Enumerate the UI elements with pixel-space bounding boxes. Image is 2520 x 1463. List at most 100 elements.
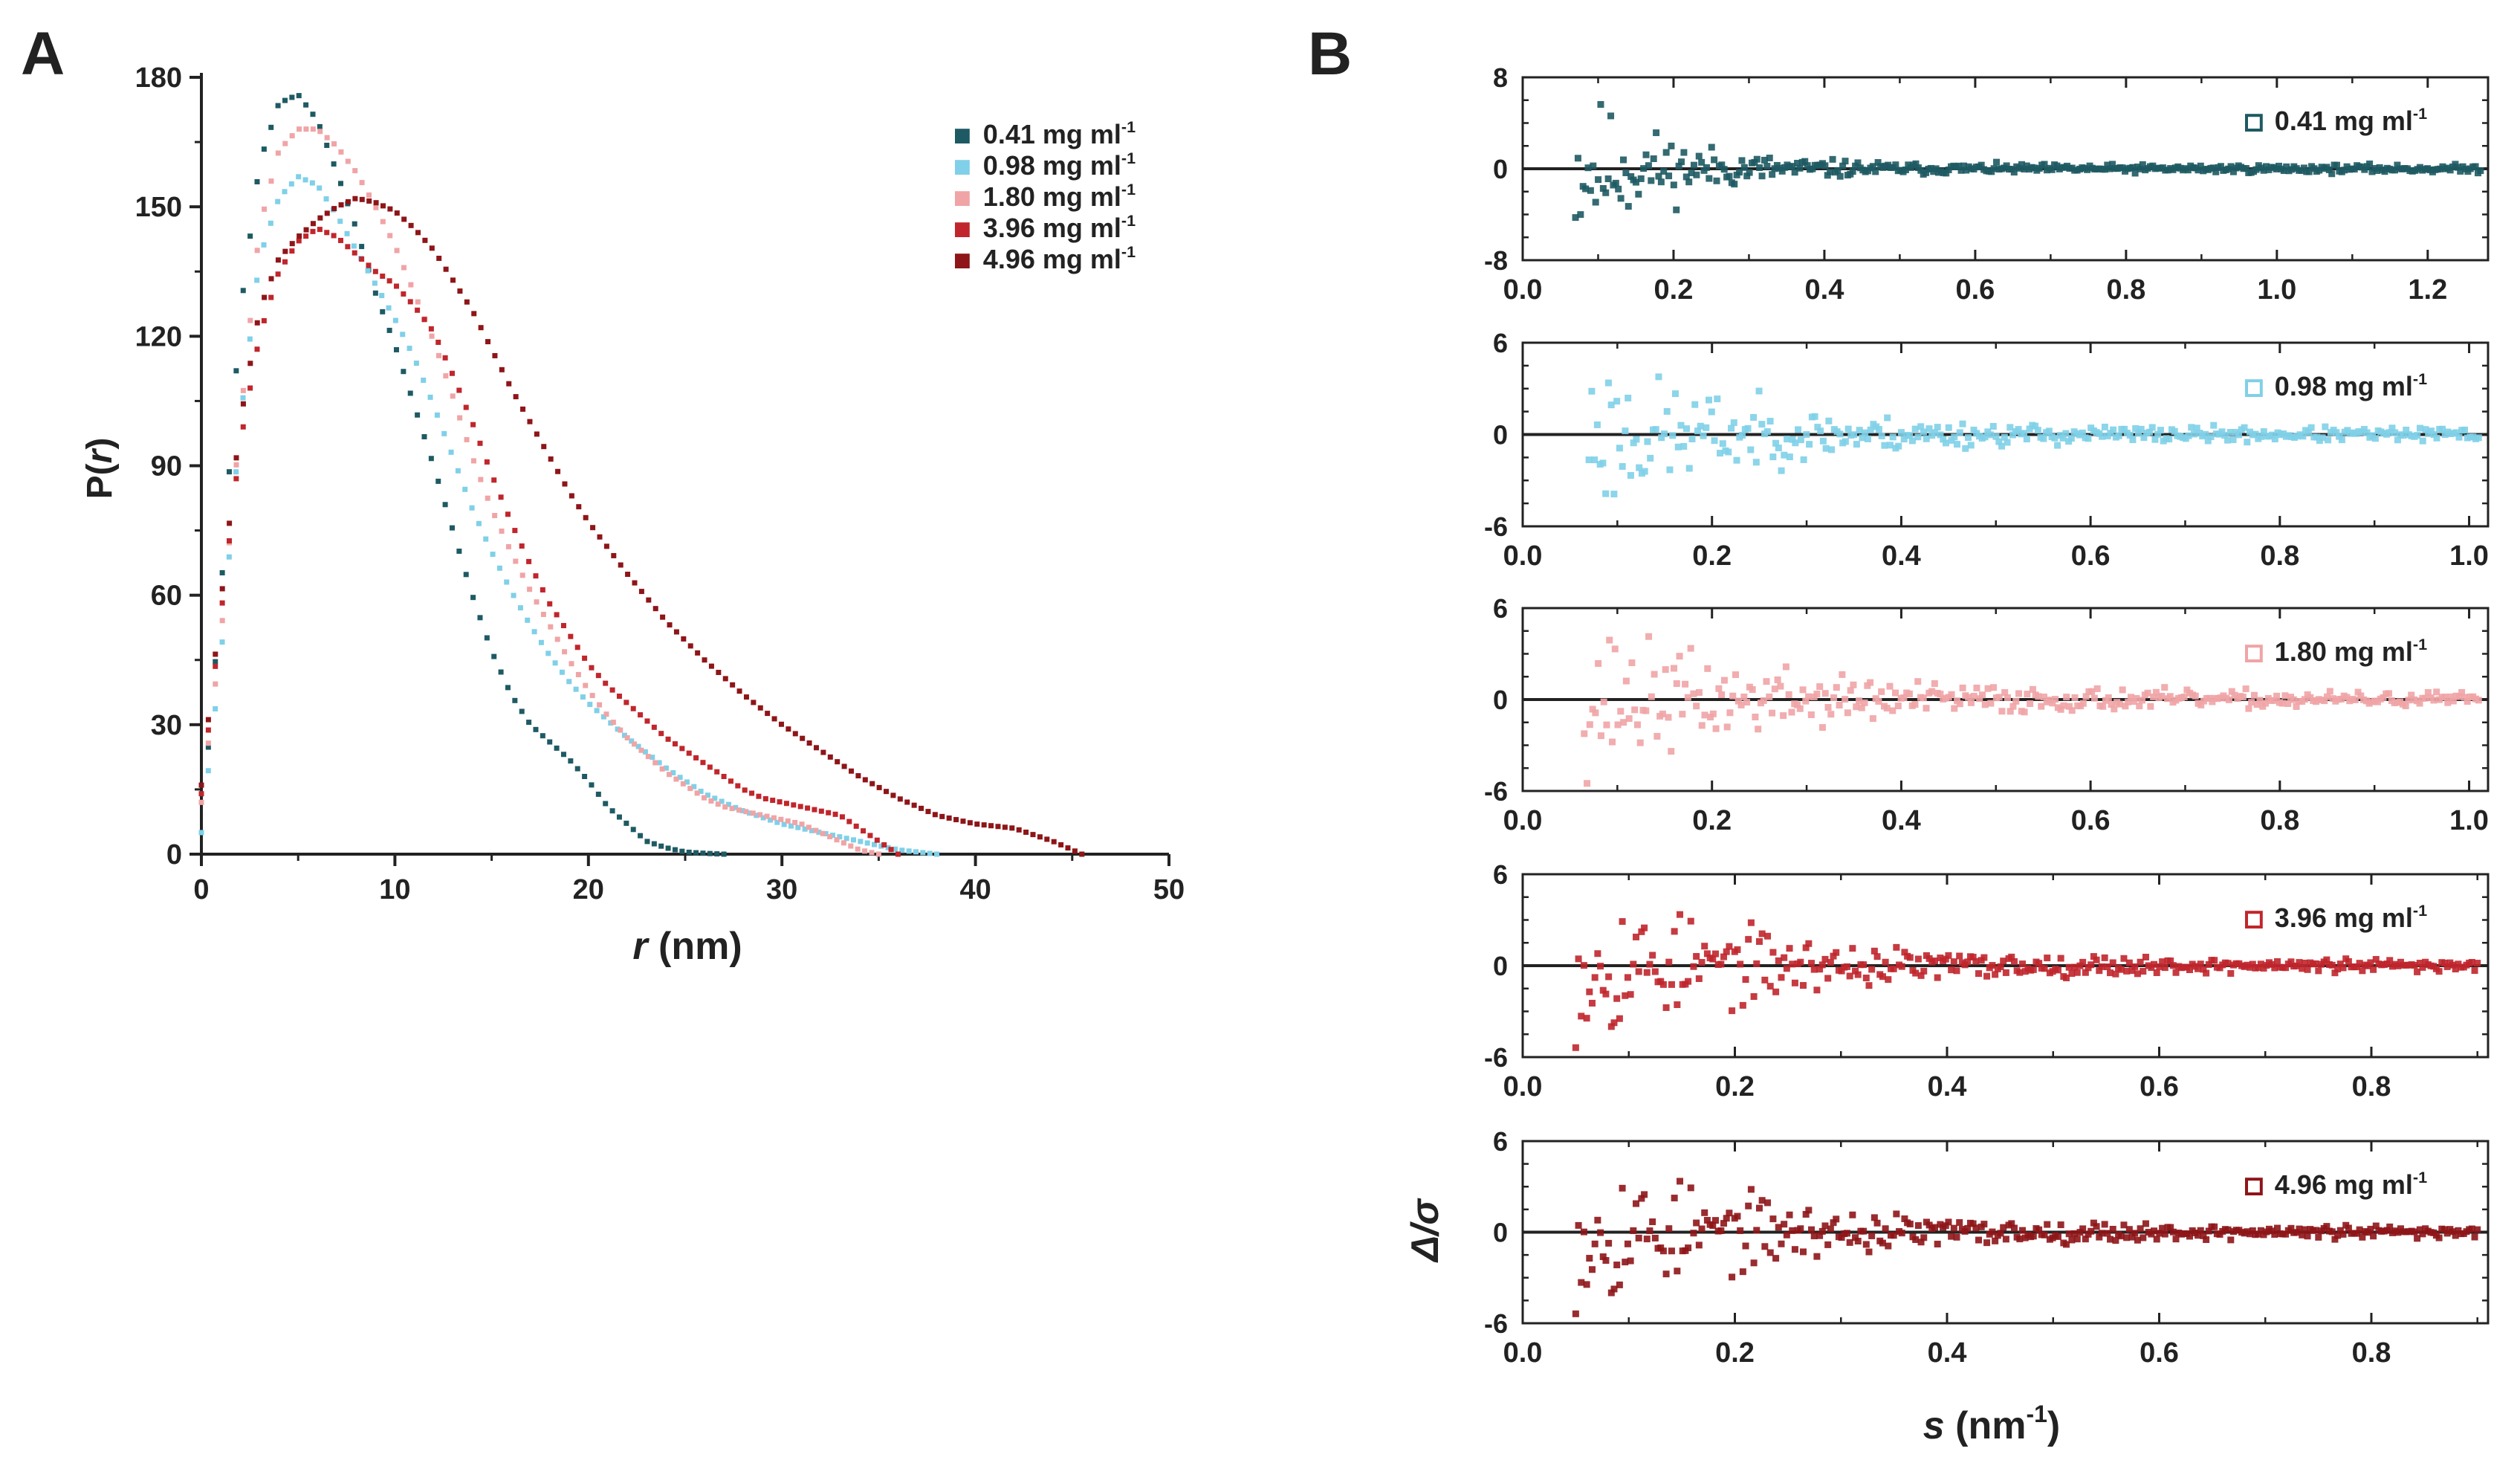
residual-point <box>1604 175 1612 183</box>
residual-point <box>2142 1220 2149 1227</box>
residual-point <box>2391 167 2399 174</box>
pr-point <box>449 370 455 376</box>
pr-point <box>429 245 435 251</box>
residual-point <box>1607 112 1615 120</box>
pr-point <box>906 848 912 854</box>
residual-point <box>2159 958 2166 966</box>
pr-point <box>219 600 225 606</box>
residual-point <box>2090 694 2098 702</box>
residual-point <box>2400 432 2407 439</box>
residual-point <box>1638 1195 1645 1202</box>
residual-point <box>2087 961 2095 969</box>
residual-point <box>1668 981 1675 988</box>
residual-point <box>1701 711 1708 719</box>
residual-point <box>2269 431 2276 439</box>
pr-point <box>365 268 371 274</box>
residual-point <box>1893 1210 1900 1218</box>
residual-point <box>2315 1233 2322 1241</box>
residual-point <box>1990 684 1998 691</box>
residual-point <box>2416 960 2423 967</box>
residual-point <box>1616 445 1623 452</box>
residual-point <box>1908 437 1916 445</box>
pr-point <box>254 178 260 184</box>
residual-point <box>2211 1223 2218 1230</box>
residual-point <box>2328 170 2336 178</box>
pr-point <box>213 659 218 665</box>
residual-point <box>2076 962 2084 969</box>
pr-point <box>864 840 870 846</box>
residual-point <box>1685 1244 1692 1252</box>
pr-point <box>373 200 379 206</box>
residual-point <box>1838 1234 1845 1241</box>
residual-point <box>2134 1236 2141 1244</box>
pr-point <box>317 215 323 221</box>
pr-point <box>415 230 421 236</box>
pr-point <box>855 846 861 852</box>
residual-point <box>2367 959 2374 966</box>
panel-a-xlabel: r (nm) <box>632 925 742 968</box>
pr-point <box>742 787 748 793</box>
residual-point <box>2383 960 2391 968</box>
residual-ytick-label: -6 <box>1484 1042 1508 1073</box>
residual-point <box>1763 678 1770 685</box>
residual-point <box>1948 966 1955 974</box>
residual-point <box>1838 967 1845 975</box>
residual-point <box>2156 1230 2163 1237</box>
pr-point <box>869 781 875 787</box>
residual-point <box>2454 164 2461 171</box>
pr-point <box>919 805 924 811</box>
residual-point <box>2197 960 2204 968</box>
residual-point <box>1693 171 1700 178</box>
residual-point <box>2322 423 2329 430</box>
residual-point <box>1849 1211 1856 1218</box>
pr-point <box>435 478 441 484</box>
pr-point <box>436 256 442 262</box>
residual-point <box>1925 425 1933 433</box>
pr-point <box>289 133 295 139</box>
residual-point <box>1839 162 1847 169</box>
residual-point <box>1763 428 1771 436</box>
pr-point <box>331 233 337 239</box>
pr-point <box>205 727 211 733</box>
pr-point <box>995 824 1001 830</box>
pr-point <box>560 623 566 629</box>
pr-point <box>408 222 414 228</box>
residual-point <box>1720 1220 1728 1227</box>
residual-ytick-label: -6 <box>1484 511 1508 542</box>
pr-point <box>698 788 704 794</box>
pr-point <box>386 305 392 311</box>
pr-point <box>829 833 835 839</box>
residual-point <box>1660 167 1668 175</box>
pr-point <box>429 333 435 339</box>
pr-point <box>913 849 919 855</box>
residual-point <box>2085 435 2092 442</box>
residual-point <box>1739 1268 1746 1276</box>
residual-xtick-label: 0.6 <box>2071 805 2111 836</box>
pr-point <box>1016 827 1022 833</box>
residual-point <box>1726 1210 1733 1217</box>
residual-point <box>2063 694 2070 701</box>
pr-point <box>559 669 565 675</box>
residual-point <box>2010 1224 2018 1232</box>
residual-point <box>1737 701 1745 708</box>
pr-point <box>679 746 685 752</box>
residual-point <box>2015 164 2023 172</box>
residual-point <box>1932 165 1940 172</box>
pr-point <box>630 705 636 711</box>
pr-point <box>615 726 621 732</box>
pr-point <box>646 597 652 603</box>
pr-point <box>693 755 699 760</box>
pr-point <box>213 663 218 669</box>
legend-b-1-label: 0.98 mg ml-1 <box>2275 369 2427 401</box>
pr-point <box>282 97 288 103</box>
residual-point <box>1858 704 1865 711</box>
residual-point <box>1593 421 1601 428</box>
pr-point <box>953 817 959 823</box>
residual-point <box>1665 172 1673 180</box>
pr-point <box>623 700 629 705</box>
residual-point <box>2109 1225 2116 1233</box>
residual-xtick-label: 0.6 <box>1955 274 1995 306</box>
pr-point <box>582 655 588 661</box>
residual-point <box>1783 965 1790 972</box>
residual-point <box>1616 1015 1623 1022</box>
